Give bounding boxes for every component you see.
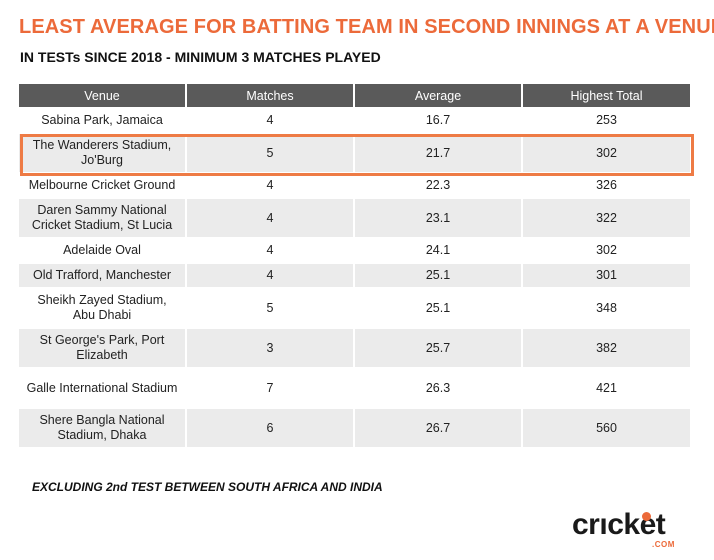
matches-cell: 4	[186, 172, 355, 198]
table-row: Sheikh Zayed Stadium, Abu Dhabi 5 25.1 3…	[19, 287, 690, 328]
logo-dot-icon	[642, 512, 651, 521]
matches-cell: 5	[186, 132, 355, 173]
matches-cell: 7	[186, 367, 355, 408]
highest-total-cell: 421	[522, 367, 690, 408]
logo-sub: .COM	[652, 540, 675, 549]
average-cell: 22.3	[354, 172, 523, 198]
cricket-com-logo: crıcket .COM	[572, 510, 690, 550]
footnote: EXCLUDING 2nd TEST BETWEEN SOUTH AFRICA …	[32, 480, 383, 494]
venue-cell: Adelaide Oval	[19, 237, 187, 263]
chart-subtitle: IN TESTs SINCE 2018 - MINIMUM 3 MATCHES …	[20, 49, 381, 65]
venue-cell: Shere Bangla National Stadium, Dhaka	[19, 407, 187, 447]
venue-cell: St George's Park, Port Elizabeth	[19, 327, 187, 368]
matches-cell: 4	[186, 197, 355, 238]
highest-total-cell: 302	[522, 237, 690, 263]
table-row: Galle International Stadium 7 26.3 421	[19, 367, 690, 408]
table-header-row: Venue Matches Average Highest Total	[19, 84, 690, 108]
matches-cell: 4	[186, 237, 355, 263]
venue-cell: Melbourne Cricket Ground	[19, 172, 187, 198]
highest-total-cell: 302	[522, 132, 690, 173]
average-cell: 21.7	[354, 132, 523, 173]
venue-cell: Sabina Park, Jamaica	[19, 107, 187, 133]
table-row: Old Trafford, Manchester 4 25.1 301	[19, 262, 690, 288]
column-header-highest-total: Highest Total	[522, 84, 690, 108]
logo-text: crıcket	[572, 508, 666, 541]
table-row: Sabina Park, Jamaica 4 16.7 253	[19, 107, 690, 133]
table-row-highlighted: The Wanderers Stadium, Jo'Burg 5 21.7 30…	[19, 132, 690, 173]
highest-total-cell: 326	[522, 172, 690, 198]
highest-total-cell: 301	[522, 262, 690, 288]
average-cell: 24.1	[354, 237, 523, 263]
average-cell: 16.7	[354, 107, 523, 133]
matches-cell: 6	[186, 407, 355, 447]
venue-cell: Sheikh Zayed Stadium, Abu Dhabi	[19, 287, 187, 328]
highest-total-cell: 560	[522, 407, 690, 447]
chart-title: LEAST AVERAGE FOR BATTING TEAM IN SECOND…	[19, 16, 714, 38]
average-cell: 26.3	[354, 367, 523, 408]
highest-total-cell: 382	[522, 327, 690, 368]
highest-total-cell: 348	[522, 287, 690, 328]
table-row: St George's Park, Port Elizabeth 3 25.7 …	[19, 327, 690, 368]
stats-table: Venue Matches Average Highest Total Sabi…	[19, 84, 690, 447]
average-cell: 23.1	[354, 197, 523, 238]
column-header-average: Average	[354, 84, 523, 108]
venue-cell: Old Trafford, Manchester	[19, 262, 187, 288]
column-header-matches: Matches	[186, 84, 355, 108]
matches-cell: 5	[186, 287, 355, 328]
venue-cell: The Wanderers Stadium, Jo'Burg	[19, 132, 187, 173]
matches-cell: 3	[186, 327, 355, 368]
venue-cell: Galle International Stadium	[19, 367, 187, 408]
highest-total-cell: 253	[522, 107, 690, 133]
average-cell: 25.1	[354, 287, 523, 328]
average-cell: 25.1	[354, 262, 523, 288]
average-cell: 26.7	[354, 407, 523, 447]
column-header-venue: Venue	[19, 84, 187, 108]
table-row: Daren Sammy National Cricket Stadium, St…	[19, 197, 690, 238]
highest-total-cell: 322	[522, 197, 690, 238]
table-row: Adelaide Oval 4 24.1 302	[19, 237, 690, 263]
average-cell: 25.7	[354, 327, 523, 368]
table-row: Melbourne Cricket Ground 4 22.3 326	[19, 172, 690, 198]
table-row: Shere Bangla National Stadium, Dhaka 6 2…	[19, 407, 690, 447]
matches-cell: 4	[186, 107, 355, 133]
venue-cell: Daren Sammy National Cricket Stadium, St…	[19, 197, 187, 238]
matches-cell: 4	[186, 262, 355, 288]
